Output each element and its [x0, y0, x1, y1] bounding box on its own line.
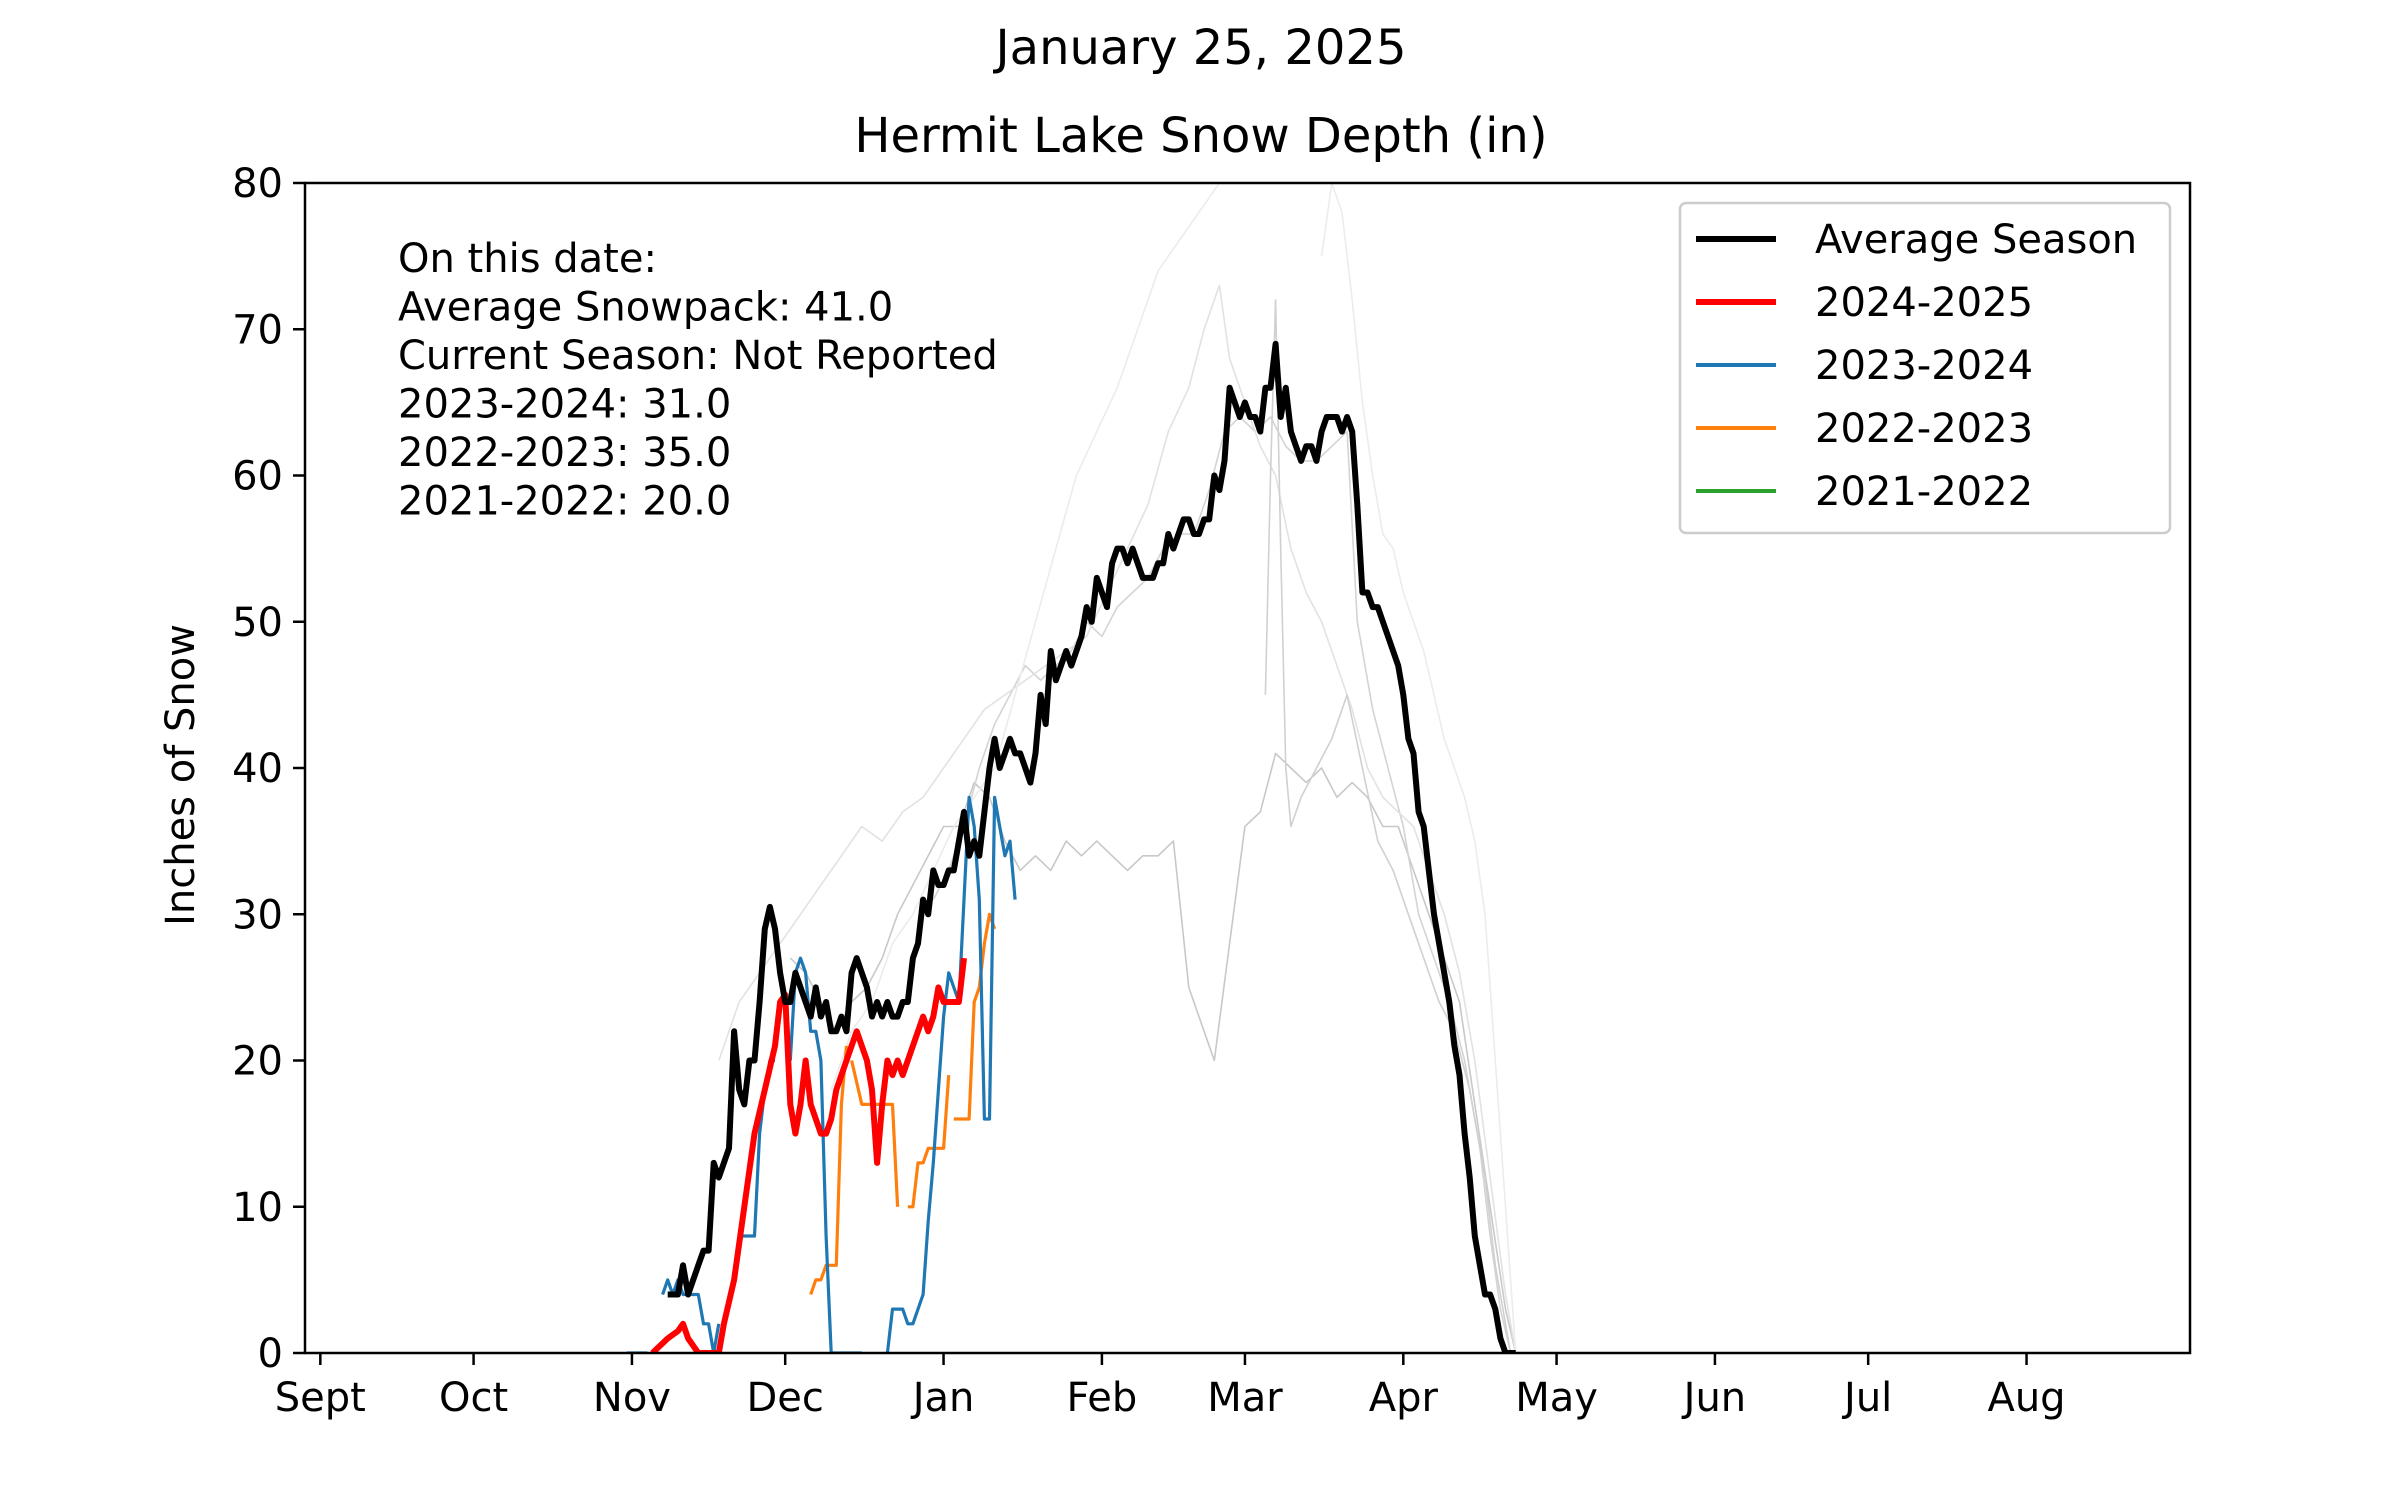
historical-season-line: [830, 183, 1221, 1091]
chart-suptitle: January 25, 2025: [993, 20, 1407, 76]
y-tick-label: 10: [232, 1185, 283, 1231]
y-tick-label: 80: [232, 161, 283, 207]
y-tick-label: 0: [258, 1331, 283, 1377]
legend-frame: [1678, 201, 2172, 535]
series-line-2023-2024: [885, 795, 1017, 1353]
y-axis-label: Inches of Snow: [158, 624, 204, 926]
y-tick-label: 60: [232, 454, 283, 500]
y-tick-label: 30: [232, 892, 283, 938]
legend-label: 2022-2023: [1815, 406, 2033, 452]
x-tick-label: Apr: [1369, 1375, 1439, 1421]
y-tick-label: 70: [232, 307, 283, 353]
series-line-2022-2023: [953, 912, 997, 1121]
historical-season-line: [932, 416, 1512, 1353]
series-line-2022-2023: [907, 1074, 951, 1209]
series-line-2023-2024: [788, 956, 862, 1353]
x-tick-label: Aug: [1987, 1375, 2065, 1421]
legend-label: 2024-2025: [1815, 280, 2033, 326]
x-tick-label: Jun: [1681, 1375, 1747, 1421]
x-tick-label: Oct: [439, 1375, 508, 1421]
x-tick-label: Jan: [910, 1375, 975, 1421]
chart-title: Hermit Lake Snow Depth (in): [854, 108, 1547, 164]
legend-label: 2023-2024: [1815, 343, 2033, 389]
x-tick-label: Sept: [275, 1375, 366, 1421]
annotation-line: Average Snowpack: 41.0: [398, 285, 893, 331]
series-line-2024-2025: [650, 957, 967, 1353]
x-tick-label: Jul: [1841, 1375, 1892, 1421]
x-tick-label: Dec: [746, 1375, 823, 1421]
annotation-line: On this date:: [398, 236, 657, 282]
annotation-line: Current Season: Not Reported: [398, 333, 998, 379]
legend-label: Average Season: [1815, 217, 2137, 263]
x-tick-label: May: [1515, 1375, 1598, 1421]
axes-layer: 0 10 20 30 40 50 60 70 80 Sept Oct Nov Dec Jan Feb Mar A…: [232, 161, 2192, 1421]
series-line-average-season: [667, 340, 1516, 1353]
y-tick-label: 50: [232, 600, 283, 646]
x-tick-label: Mar: [1207, 1375, 1283, 1421]
legend: Average Season 2024-2025 2023-2024 2022-202…: [1678, 201, 2172, 535]
annotation-line: 2022-2023: 35.0: [398, 430, 731, 476]
annotation-line: 2023-2024: 31.0: [398, 382, 731, 428]
series-layer: [626, 183, 1517, 1353]
annotation-box: On this date:Average Snowpack: 41.0Curre…: [398, 236, 998, 525]
historical-season-line: [1320, 183, 1517, 1353]
legend-label: 2021-2022: [1815, 469, 2033, 515]
y-tick-label: 20: [232, 1039, 283, 1085]
historical-season-line: [1264, 299, 1512, 1353]
historical-season-line: [718, 284, 1517, 1353]
annotation-line: 2021-2022: 20.0: [398, 479, 731, 525]
y-tick-label: 40: [232, 746, 283, 792]
historical-season-line: [789, 752, 1517, 1353]
x-tick-label: Feb: [1066, 1375, 1137, 1421]
x-tick-label: Nov: [593, 1375, 671, 1421]
